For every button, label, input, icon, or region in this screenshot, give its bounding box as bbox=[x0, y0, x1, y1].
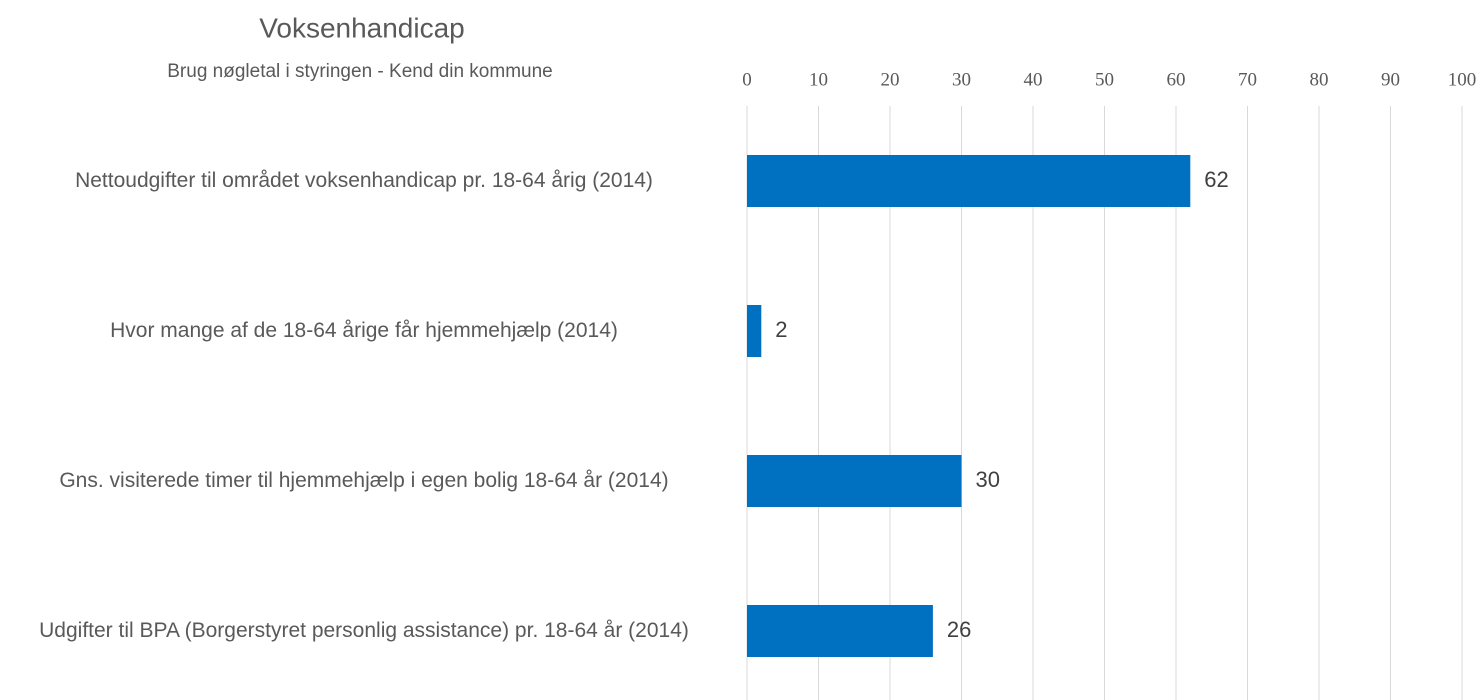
value-label: 26 bbox=[947, 617, 971, 642]
x-tick-label: 100 bbox=[1448, 69, 1477, 90]
x-tick-label: 50 bbox=[1095, 69, 1114, 90]
y-tick-label: Udgifter til BPA (Borgerstyret personlig… bbox=[39, 619, 689, 642]
x-tick-label: 30 bbox=[952, 69, 971, 90]
x-tick-label: 70 bbox=[1238, 69, 1257, 90]
value-label: 62 bbox=[1204, 167, 1228, 192]
bar bbox=[747, 605, 933, 657]
value-label: 2 bbox=[775, 317, 787, 342]
bar bbox=[747, 155, 1191, 207]
y-tick-label: Nettoudgifter til området voksenhandicap… bbox=[75, 169, 653, 192]
y-tick-label: Hvor mange af de 18-64 årige får hjemmeh… bbox=[110, 319, 618, 342]
chart-title: Voksenhandicap bbox=[259, 12, 465, 43]
chart-subtitle: Brug nøgletal i styringen - Kend din kom… bbox=[167, 61, 552, 82]
bar bbox=[747, 455, 962, 507]
x-tick-label: 40 bbox=[1024, 69, 1043, 90]
y-tick-label: Gns. visiterede timer til hjemmehjælp i … bbox=[59, 469, 669, 492]
x-tick-label: 10 bbox=[809, 69, 828, 90]
x-tick-label: 0 bbox=[742, 69, 752, 90]
bar bbox=[747, 305, 762, 357]
x-tick-label: 20 bbox=[881, 69, 900, 90]
x-tick-label: 90 bbox=[1381, 69, 1400, 90]
x-tick-label: 60 bbox=[1167, 69, 1186, 90]
value-label: 30 bbox=[976, 467, 1000, 492]
x-tick-label: 80 bbox=[1310, 69, 1329, 90]
